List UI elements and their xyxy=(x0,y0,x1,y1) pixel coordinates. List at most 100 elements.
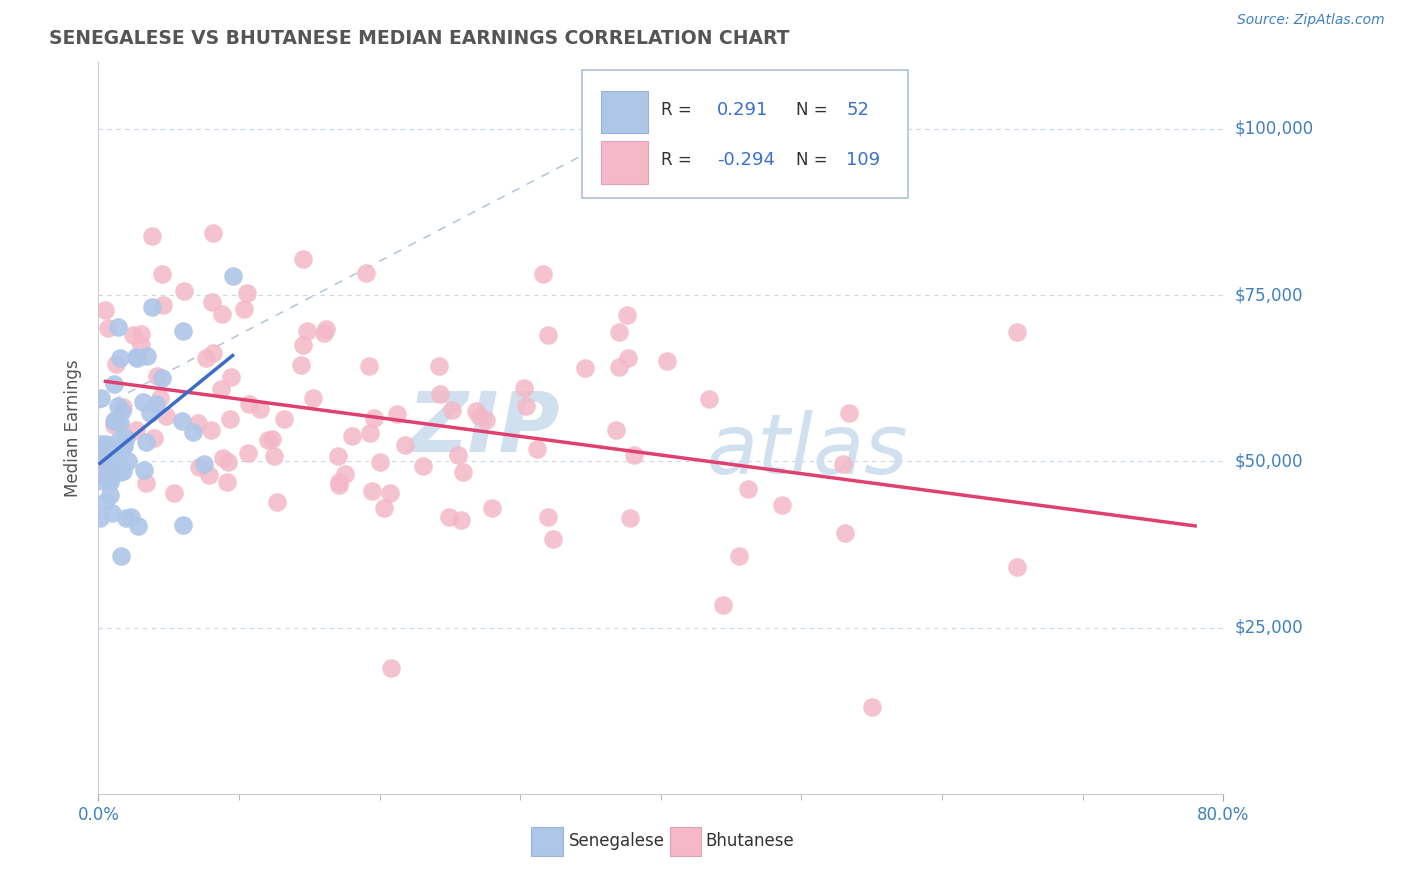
Point xyxy=(537,509,560,524)
Point xyxy=(1005,325,1028,339)
Point xyxy=(619,511,641,525)
Point xyxy=(385,407,408,421)
Point xyxy=(605,423,627,437)
Text: R =: R = xyxy=(661,101,692,119)
Text: Bhutanese: Bhutanese xyxy=(706,832,794,850)
Point xyxy=(515,399,537,413)
Point xyxy=(574,361,596,376)
Text: $50,000: $50,000 xyxy=(1234,452,1303,470)
Text: R =: R = xyxy=(661,152,692,169)
Point xyxy=(94,445,117,459)
Point xyxy=(127,518,149,533)
Point xyxy=(132,395,155,409)
Point xyxy=(262,432,284,446)
Text: ZIP: ZIP xyxy=(406,388,560,468)
Point xyxy=(860,700,883,714)
Point xyxy=(170,414,193,428)
Point xyxy=(333,467,356,482)
Point xyxy=(468,409,491,423)
Point xyxy=(315,322,337,336)
Point xyxy=(98,462,121,476)
Point xyxy=(103,377,125,392)
Point xyxy=(132,463,155,477)
Point xyxy=(607,326,630,340)
Point xyxy=(211,382,233,396)
Point xyxy=(111,400,134,414)
Text: SENEGALESE VS BHUTANESE MEDIAN EARNINGS CORRELATION CHART: SENEGALESE VS BHUTANESE MEDIAN EARNINGS … xyxy=(49,29,790,47)
Point xyxy=(89,511,111,525)
Point xyxy=(291,252,314,266)
Point xyxy=(155,409,177,424)
Point xyxy=(94,461,117,475)
Text: $100,000: $100,000 xyxy=(1234,120,1313,138)
Point xyxy=(98,475,121,489)
Point xyxy=(481,501,503,516)
Point xyxy=(238,446,260,460)
Point xyxy=(125,423,148,437)
Point xyxy=(526,442,548,457)
Point xyxy=(447,448,470,462)
Point xyxy=(394,438,416,452)
Point xyxy=(114,439,136,453)
Bar xyxy=(602,141,648,184)
Point xyxy=(98,488,121,502)
Point xyxy=(105,450,128,465)
Point xyxy=(105,415,128,429)
Point xyxy=(380,661,402,675)
Point xyxy=(713,599,735,613)
Text: Source: ZipAtlas.com: Source: ZipAtlas.com xyxy=(1237,13,1385,28)
Text: N =: N = xyxy=(796,101,827,119)
Point xyxy=(114,431,136,445)
Point xyxy=(380,486,402,500)
Point xyxy=(129,338,152,352)
Point xyxy=(90,391,112,405)
Point xyxy=(104,456,127,470)
Point xyxy=(772,499,794,513)
Point xyxy=(543,532,565,546)
Point xyxy=(314,326,336,341)
Point xyxy=(110,459,132,474)
Point xyxy=(297,324,319,338)
Point xyxy=(136,349,159,363)
Point xyxy=(429,386,451,401)
Point xyxy=(107,319,129,334)
Point xyxy=(217,475,239,489)
Point xyxy=(107,400,129,414)
Point xyxy=(607,360,630,375)
Point xyxy=(450,513,472,527)
Point xyxy=(200,423,222,437)
Point xyxy=(131,327,153,342)
Point xyxy=(127,351,149,366)
Point xyxy=(513,381,536,395)
Point xyxy=(111,464,134,478)
Point xyxy=(616,308,638,322)
Point xyxy=(290,358,312,372)
Point xyxy=(838,406,860,420)
Point xyxy=(187,460,209,475)
Point xyxy=(120,509,142,524)
Text: atlas: atlas xyxy=(706,409,908,491)
Point xyxy=(104,462,127,476)
Point xyxy=(90,437,112,451)
Point xyxy=(198,467,221,482)
Point xyxy=(103,418,125,433)
Point xyxy=(93,474,115,488)
Point xyxy=(96,437,118,451)
Point xyxy=(219,369,242,384)
Point xyxy=(257,433,280,447)
Point xyxy=(697,392,720,406)
Point xyxy=(135,435,157,450)
Point xyxy=(111,404,134,418)
Point xyxy=(145,397,167,411)
Point xyxy=(412,459,434,474)
Bar xyxy=(531,827,562,856)
Point xyxy=(103,414,125,428)
Point xyxy=(163,486,186,500)
Point xyxy=(149,391,172,405)
Text: Senegalese: Senegalese xyxy=(568,832,665,850)
Point xyxy=(104,413,127,427)
Point xyxy=(202,345,225,359)
Point xyxy=(146,368,169,383)
Text: N =: N = xyxy=(796,152,827,169)
Point xyxy=(105,357,128,371)
